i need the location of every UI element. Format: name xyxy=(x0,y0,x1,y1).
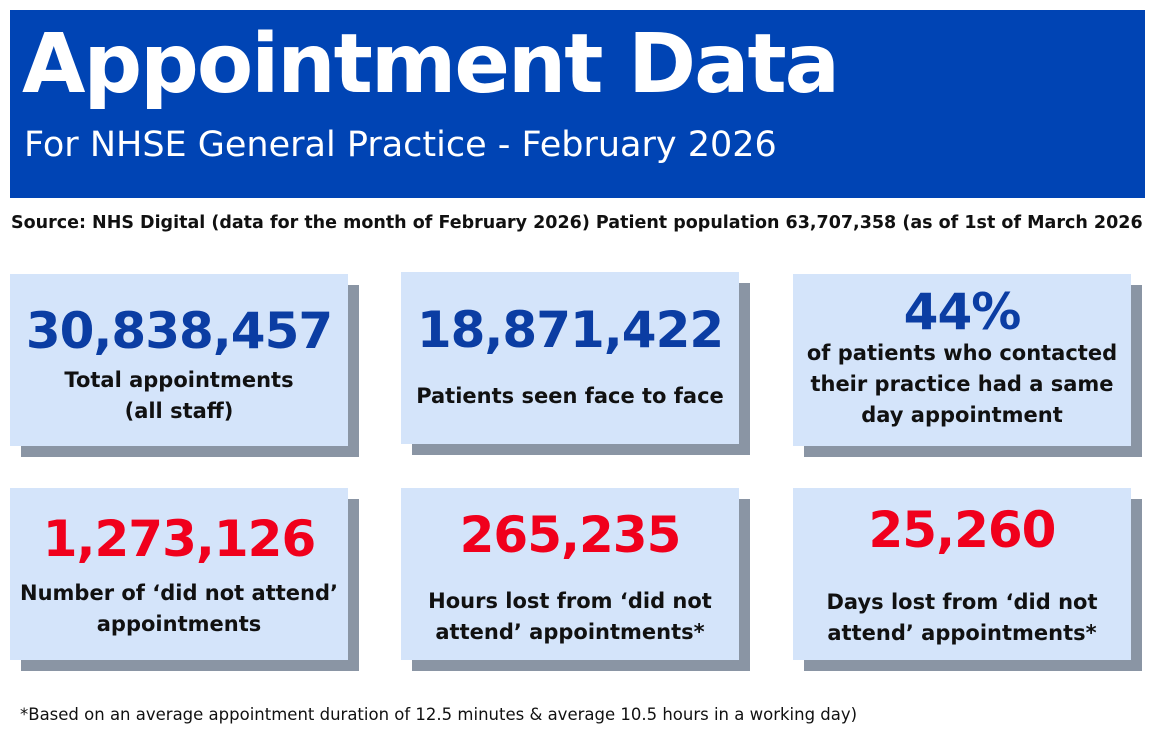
stat-card-total-appointments: 30,838,457 Total appointments (all staff… xyxy=(10,274,348,446)
stat-card-dna-count: 1,273,126 Number of ‘did not attend’ app… xyxy=(10,488,348,660)
header-banner: Appointment Data For NHSE General Practi… xyxy=(10,10,1145,198)
stat-label: their practice had a same xyxy=(810,372,1114,396)
stat-value: 18,871,422 xyxy=(416,301,724,359)
stat-value: 265,235 xyxy=(459,506,682,564)
stat-value: 44% xyxy=(903,283,1022,341)
stat-label: attend’ appointments* xyxy=(435,620,705,644)
stat-label: day appointment xyxy=(861,403,1063,427)
page-subtitle: For NHSE General Practice - February 202… xyxy=(24,125,777,165)
stat-label: Hours lost from ‘did not xyxy=(428,589,712,613)
stat-label: appointments xyxy=(96,612,262,636)
stat-value: 25,260 xyxy=(868,501,1057,559)
footnote: *Based on an average appointment duratio… xyxy=(20,705,858,724)
stat-label: Patients seen face to face xyxy=(416,384,724,408)
stat-label: attend’ appointments* xyxy=(827,621,1097,645)
page-title: Appointment Data xyxy=(22,17,840,112)
stat-label: Total appointments xyxy=(64,368,294,392)
stat-label: Days lost from ‘did not xyxy=(826,590,1098,614)
source-note: Source: NHS Digital (data for the month … xyxy=(11,213,1143,233)
stat-card-same-day: 44% of patients who contacted their prac… xyxy=(793,274,1131,446)
stat-value: 30,838,457 xyxy=(25,302,333,360)
stat-label: of patients who contacted xyxy=(806,341,1118,365)
stat-card-face-to-face: 18,871,422 Patients seen face to face xyxy=(401,272,739,444)
stat-label: (all staff) xyxy=(124,399,234,423)
stat-card-days-lost: 25,260 Days lost from ‘did not attend’ a… xyxy=(793,488,1131,660)
stat-value: 1,273,126 xyxy=(42,510,317,568)
stat-label: Number of ‘did not attend’ xyxy=(20,581,338,605)
stat-card-hours-lost: 265,235 Hours lost from ‘did not attend’… xyxy=(401,488,739,660)
